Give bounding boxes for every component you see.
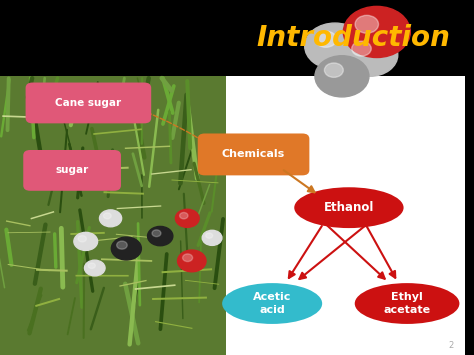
FancyBboxPatch shape <box>23 150 121 191</box>
Text: Cane sugar: Cane sugar <box>55 98 121 108</box>
Text: Ethyl
acetate: Ethyl acetate <box>383 292 431 315</box>
Circle shape <box>74 232 98 251</box>
Text: Introduction: Introduction <box>256 24 450 52</box>
FancyBboxPatch shape <box>0 0 465 76</box>
Circle shape <box>355 15 379 33</box>
Circle shape <box>100 210 122 227</box>
Text: 2: 2 <box>448 341 454 350</box>
Circle shape <box>315 31 337 47</box>
Circle shape <box>178 250 206 272</box>
Circle shape <box>147 226 173 246</box>
Text: Acetic
acid: Acetic acid <box>253 292 292 315</box>
Circle shape <box>305 23 365 69</box>
Circle shape <box>88 263 95 268</box>
Circle shape <box>343 6 410 58</box>
Circle shape <box>202 230 222 245</box>
FancyBboxPatch shape <box>26 83 151 124</box>
Circle shape <box>180 212 188 219</box>
Circle shape <box>175 209 199 227</box>
FancyBboxPatch shape <box>0 76 226 355</box>
Ellipse shape <box>222 283 322 324</box>
Circle shape <box>315 56 369 97</box>
Ellipse shape <box>294 187 403 228</box>
Circle shape <box>111 237 141 260</box>
Circle shape <box>84 260 105 276</box>
FancyBboxPatch shape <box>0 76 465 355</box>
Circle shape <box>206 233 213 238</box>
Text: Ethanol: Ethanol <box>324 201 374 214</box>
Circle shape <box>352 41 371 56</box>
Circle shape <box>117 241 127 249</box>
Circle shape <box>152 230 161 237</box>
Circle shape <box>342 34 398 76</box>
Circle shape <box>324 63 343 77</box>
Text: sugar: sugar <box>55 165 89 175</box>
Circle shape <box>103 213 111 219</box>
FancyBboxPatch shape <box>198 133 310 175</box>
Circle shape <box>78 236 86 242</box>
Ellipse shape <box>355 283 459 324</box>
Text: Chemicals: Chemicals <box>222 149 285 159</box>
Circle shape <box>182 254 192 262</box>
